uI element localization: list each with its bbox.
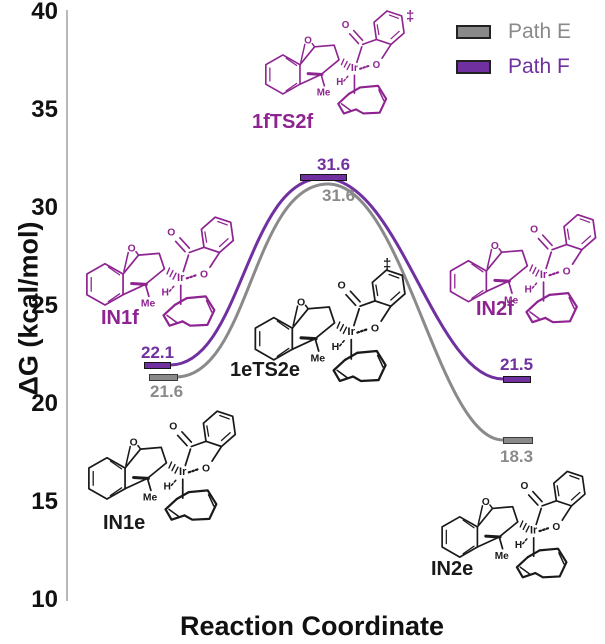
value-in2f: 21.5	[500, 355, 534, 374]
label-in1e: IN1e	[103, 512, 146, 534]
label-1ets2e: 1eTS2e	[230, 359, 301, 381]
value-tsf: 31.6	[317, 155, 351, 174]
path-e-swatch	[456, 25, 491, 39]
y-tick-20: 20	[31, 390, 58, 417]
structure-1fts2f	[240, 0, 425, 120]
label-in1f: IN1f	[101, 307, 139, 329]
structure-in1e	[82, 397, 237, 527]
level-bar-in2f	[503, 376, 531, 383]
x-axis-label: Reaction Coordinate	[179, 611, 445, 641]
value-in1f: 22.1	[141, 343, 175, 362]
path-e-curve	[175, 182, 504, 442]
dagger-1ets2e: ‡	[383, 256, 392, 273]
label-1fts2f: 1fTS2f	[252, 111, 314, 133]
y-tick-25: 25	[31, 292, 58, 319]
legend: Path E Path F	[456, 20, 571, 90]
value-in2e: 18.3	[500, 447, 534, 466]
dagger-1fts2f: ‡	[406, 8, 415, 25]
y-tick-35: 35	[31, 96, 58, 123]
y-tick-10: 10	[31, 586, 58, 613]
level-bar-ts	[300, 174, 347, 181]
legend-item-path-f: Path F	[456, 55, 571, 79]
level-bar-in1f	[144, 362, 171, 369]
level-bar-in2e	[503, 437, 533, 444]
value-in1e: 21.6	[150, 382, 184, 401]
path-e-label: Path E	[508, 20, 572, 43]
level-bar-in1e	[149, 374, 178, 381]
value-tse: 31.6	[322, 186, 356, 205]
y-tick-30: 30	[31, 194, 58, 221]
structure-in2f	[443, 201, 598, 329]
legend-item-path-e: Path E	[456, 20, 571, 44]
y-tick-15: 15	[31, 488, 58, 515]
label-in2f: IN2f	[476, 298, 514, 320]
y-axis-line	[66, 10, 68, 601]
path-f-swatch	[456, 60, 491, 74]
path-f-label: Path F	[508, 55, 570, 78]
label-in2e: IN2e	[431, 558, 474, 580]
y-tick-40: 40	[31, 0, 58, 25]
